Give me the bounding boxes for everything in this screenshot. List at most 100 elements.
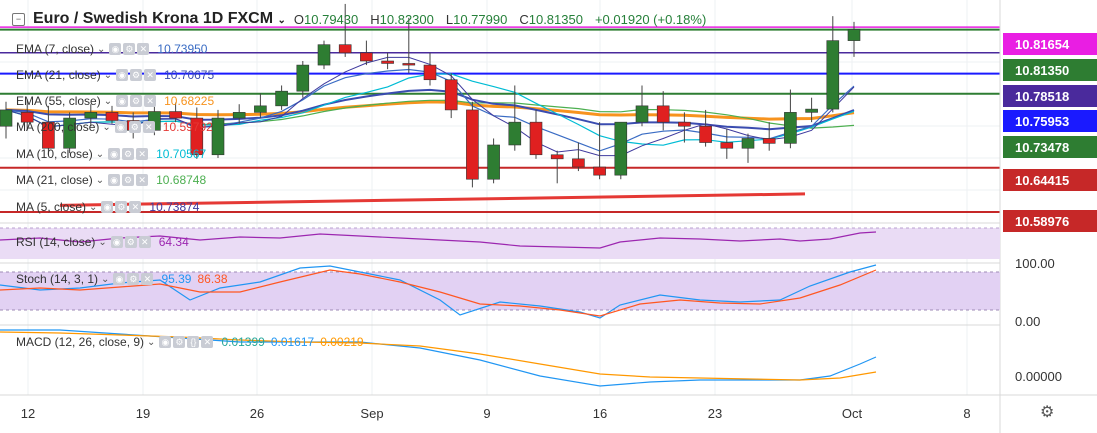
candle-body bbox=[826, 40, 840, 110]
chevron-down-icon[interactable]: ⌄ bbox=[97, 43, 106, 55]
close-icon[interactable]: ✕ bbox=[136, 148, 149, 160]
gear-icon[interactable]: ⚙ bbox=[122, 148, 135, 160]
chevron-down-icon[interactable]: ⌄ bbox=[277, 15, 286, 26]
price-level-lines bbox=[0, 26, 1000, 214]
candle bbox=[529, 109, 543, 159]
chevron-down-icon[interactable]: ⌄ bbox=[101, 273, 110, 285]
stoch-legend[interactable]: Stoch (14, 3, 1) ⌄ ◉ ⚙ ✕ 95.39 86.38 bbox=[16, 272, 228, 286]
stoch-k-value: 95.39 bbox=[161, 272, 192, 286]
chevron-down-icon[interactable]: ⌄ bbox=[103, 95, 113, 107]
macd-tick-0: 0.00000 bbox=[1015, 369, 1062, 384]
close-icon[interactable]: ✕ bbox=[136, 174, 149, 186]
indicator-legend[interactable]: EMA (21, close) ⌄ ◉ ⚙ ✕ 10.70675 bbox=[16, 68, 214, 82]
candle bbox=[656, 91, 670, 131]
close-icon[interactable]: ✕ bbox=[144, 69, 157, 81]
chevron-down-icon[interactable]: ⌄ bbox=[95, 174, 105, 186]
stoch-name: Stoch (14, 3, 1) bbox=[16, 272, 99, 286]
candle-body bbox=[720, 142, 734, 149]
ohlc-close: C10.81350 bbox=[519, 11, 583, 27]
symbol-exchange: FXCM bbox=[227, 10, 274, 27]
chevron-down-icon[interactable]: ⌄ bbox=[102, 121, 111, 133]
candle bbox=[487, 138, 500, 184]
eye-icon[interactable]: ◉ bbox=[110, 236, 123, 248]
candle bbox=[381, 52, 394, 70]
close-icon[interactable]: ✕ bbox=[142, 121, 155, 133]
chevron-down-icon[interactable]: ⌄ bbox=[147, 336, 156, 348]
code-icon[interactable]: {} bbox=[187, 336, 200, 348]
candlestick-series bbox=[0, 3, 861, 188]
price-axis-label: 10.81350 bbox=[1003, 59, 1097, 81]
candle-body bbox=[84, 112, 98, 119]
candle-body bbox=[784, 112, 797, 144]
indicator-legend[interactable]: MA (10, close) ⌄ ◉ ⚙ ✕ 10.70567 bbox=[16, 147, 206, 161]
close-icon[interactable]: ✕ bbox=[129, 201, 142, 213]
chevron-down-icon[interactable]: ⌄ bbox=[89, 201, 98, 213]
gear-icon[interactable]: ⚙ bbox=[130, 95, 143, 107]
eye-icon[interactable]: ◉ bbox=[116, 95, 129, 107]
chevron-down-icon[interactable]: ⌄ bbox=[98, 236, 107, 248]
eye-icon[interactable]: ◉ bbox=[116, 69, 129, 81]
candle-body bbox=[741, 138, 755, 149]
indicator-legend[interactable]: MA (21, close) ⌄ ◉ ⚙ ✕ 10.68748 bbox=[16, 173, 206, 187]
candle bbox=[169, 102, 182, 123]
indicator-name: MA (21, close) bbox=[16, 173, 93, 187]
collapse-icon[interactable]: − bbox=[12, 12, 25, 26]
candle bbox=[296, 61, 310, 98]
gear-icon[interactable]: ⚙ bbox=[1040, 404, 1055, 421]
time-axis-label: Sep bbox=[360, 406, 383, 421]
price-axis-label: 10.78518 bbox=[1003, 85, 1097, 107]
chevron-down-icon[interactable]: ⌄ bbox=[95, 148, 105, 160]
gear-icon[interactable]: ⚙ bbox=[128, 121, 141, 133]
candle-body bbox=[190, 117, 204, 156]
eye-icon[interactable]: ◉ bbox=[114, 121, 127, 133]
gear-icon[interactable]: ⚙ bbox=[173, 336, 186, 348]
symbol-interval: 1D bbox=[202, 10, 224, 27]
indicator-name: MA (200, close) bbox=[16, 120, 100, 134]
time-axis-label: 8 bbox=[963, 406, 970, 421]
macd-legend[interactable]: MACD (12, 26, close, 9) ⌄ ◉ ⚙ {} ✕ 0.013… bbox=[16, 335, 364, 349]
candle-body bbox=[444, 79, 458, 111]
candle-body bbox=[529, 121, 543, 156]
indicator-value: 10.70567 bbox=[156, 147, 207, 161]
symbol-title[interactable]: Euro / Swedish Krona 1D FXCM ⌄ bbox=[33, 10, 286, 28]
price-label-text: 10.81350 bbox=[1015, 63, 1069, 78]
close-icon[interactable]: ✕ bbox=[138, 236, 151, 248]
stoch-tick-100: 100.00 bbox=[1015, 256, 1055, 271]
price-label-text: 10.81654 bbox=[1015, 37, 1070, 52]
indicator-value: 10.73950 bbox=[157, 42, 208, 56]
gear-icon[interactable]: ⚙ bbox=[127, 273, 140, 285]
price-axis-label: 10.81654 bbox=[1003, 33, 1097, 55]
price-label-box bbox=[1003, 33, 1097, 55]
eye-icon[interactable]: ◉ bbox=[113, 273, 126, 285]
time-axis-label: 26 bbox=[250, 406, 264, 421]
gear-icon[interactable]: ⚙ bbox=[130, 69, 143, 81]
candle bbox=[466, 101, 479, 188]
candle-body bbox=[20, 112, 34, 123]
gear-icon[interactable]: ⚙ bbox=[122, 174, 135, 186]
candle bbox=[614, 121, 628, 180]
close-icon[interactable]: ✕ bbox=[137, 43, 150, 55]
candle bbox=[572, 142, 585, 172]
gear-icon[interactable]: ⚙ bbox=[115, 201, 128, 213]
gear-icon[interactable]: ⚙ bbox=[123, 43, 136, 55]
indicator-legend[interactable]: EMA (55, close) ⌄ ◉ ⚙ ✕ 10.68225 bbox=[16, 94, 214, 108]
eye-icon[interactable]: ◉ bbox=[101, 201, 114, 213]
eye-icon[interactable]: ◉ bbox=[109, 43, 122, 55]
close-icon[interactable]: ✕ bbox=[201, 336, 214, 348]
chevron-down-icon[interactable]: ⌄ bbox=[103, 69, 113, 81]
eye-icon[interactable]: ◉ bbox=[108, 148, 121, 160]
time-axis-labels[interactable]: 12 19 26 Sep 9 16 23 Oct 8 bbox=[21, 406, 971, 421]
indicator-name: EMA (7, close) bbox=[16, 42, 95, 56]
price-label-box bbox=[1003, 169, 1097, 191]
indicator-legend[interactable]: MA (5, close) ⌄ ◉ ⚙ ✕ 10.73874 bbox=[16, 200, 199, 214]
indicator-legend[interactable]: MA (200, close) ⌄ ◉ ⚙ ✕ 10.59792 bbox=[16, 120, 213, 134]
candle bbox=[847, 21, 861, 57]
close-icon[interactable]: ✕ bbox=[144, 95, 157, 107]
eye-icon[interactable]: ◉ bbox=[159, 336, 172, 348]
close-icon[interactable]: ✕ bbox=[141, 273, 154, 285]
eye-icon[interactable]: ◉ bbox=[108, 174, 121, 186]
indicator-legend[interactable]: EMA (7, close) ⌄ ◉ ⚙ ✕ 10.73950 bbox=[16, 42, 207, 56]
rsi-legend[interactable]: RSI (14, close) ⌄ ◉ ⚙ ✕ 64.34 bbox=[16, 235, 189, 249]
gear-icon[interactable]: ⚙ bbox=[124, 236, 137, 248]
